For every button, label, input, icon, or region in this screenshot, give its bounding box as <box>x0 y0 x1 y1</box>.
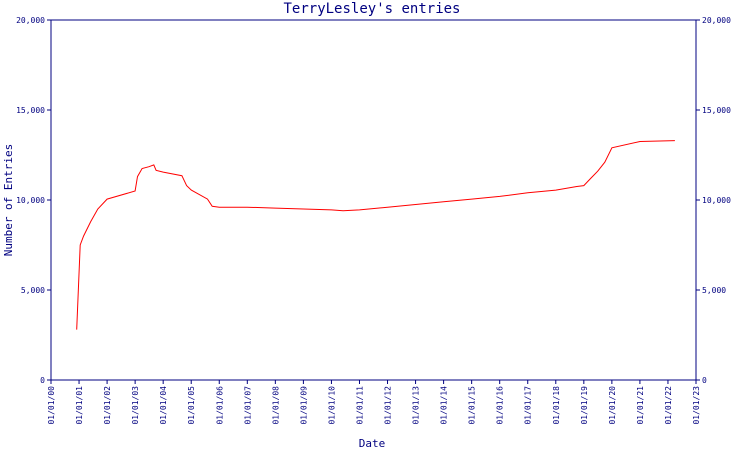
x-tick-label: 01/01/19 <box>580 386 589 425</box>
x-tick-label: 01/01/12 <box>384 386 393 425</box>
y-tick-label-right: 10,000 <box>702 196 731 205</box>
x-tick-label: 01/01/02 <box>103 386 112 425</box>
x-tick-label: 01/01/18 <box>552 386 561 425</box>
x-tick-label: 01/01/11 <box>355 386 364 425</box>
x-tick-label: 01/01/14 <box>440 386 449 425</box>
x-tick-label: 01/01/00 <box>47 386 56 425</box>
x-tick-label: 01/01/01 <box>75 386 84 425</box>
x-tick-label: 01/01/17 <box>524 386 533 425</box>
x-tick-label: 01/01/10 <box>327 386 336 425</box>
x-tick-label: 01/01/20 <box>608 386 617 425</box>
y-tick-label-right: 5,000 <box>702 286 726 295</box>
y-tick-label-left: 15,000 <box>16 106 45 115</box>
y-tick-label-right: 20,000 <box>702 16 731 25</box>
x-tick-label: 01/01/06 <box>215 386 224 425</box>
x-axis-label: Date <box>359 437 386 450</box>
chart-title: TerryLesley's entries <box>283 1 460 17</box>
y-tick-label-right: 0 <box>702 376 707 385</box>
y-axis-right: 0 5,000 10,000 15,000 20,000 <box>696 16 731 385</box>
x-tick-label: 01/01/16 <box>496 386 505 425</box>
x-tick-label: 01/01/07 <box>243 386 252 425</box>
x-tick-label: 01/01/22 <box>664 386 673 425</box>
x-tick-label: 01/01/21 <box>636 386 645 425</box>
y-tick-label-left: 0 <box>40 376 45 385</box>
y-axis-label: Number of Entries <box>2 144 15 257</box>
y-tick-label-left: 5,000 <box>21 286 45 295</box>
plot-frame <box>50 19 697 381</box>
x-tick-label: 01/01/15 <box>468 386 477 425</box>
y-tick-label-left: 10,000 <box>16 196 45 205</box>
y-tick-label-right: 15,000 <box>702 106 731 115</box>
x-tick-label: 01/01/08 <box>271 386 280 425</box>
x-tick-label: 01/01/03 <box>131 386 140 425</box>
x-tick-label: 01/01/05 <box>187 386 196 425</box>
y-tick-label-left: 20,000 <box>16 16 45 25</box>
y-axis-left: 0 5,000 10,000 15,000 20,000 <box>16 16 51 385</box>
series-layer <box>76 140 675 330</box>
series-line <box>76 140 675 330</box>
x-tick-label: 01/01/09 <box>299 386 308 425</box>
x-tick-label: 01/01/13 <box>412 386 421 425</box>
x-axis: 01/01/00 01/01/01 01/01/02 01/01/03 01/01/04… <box>47 380 701 425</box>
x-tick-label: 01/01/23 <box>692 386 701 425</box>
x-tick-label: 01/01/04 <box>159 386 168 425</box>
